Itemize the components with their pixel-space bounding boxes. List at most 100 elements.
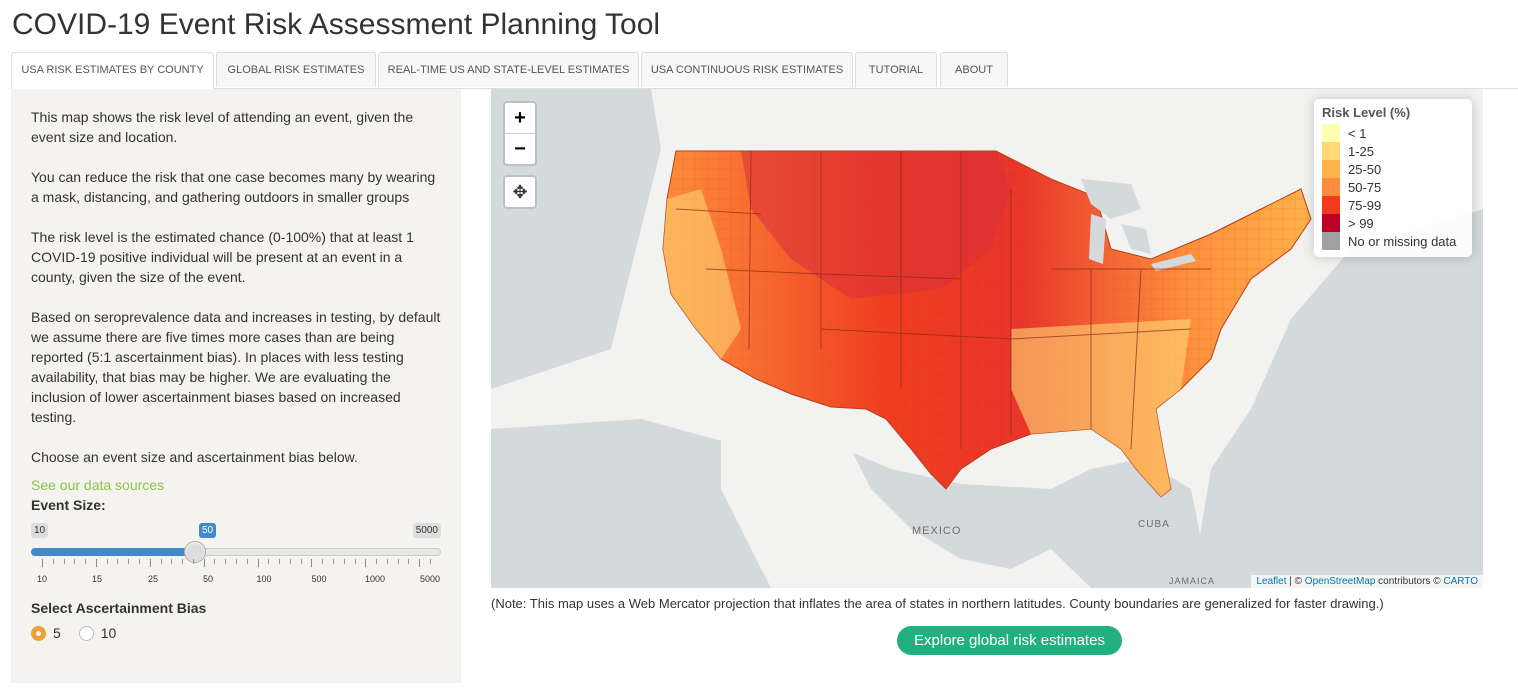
slider-tick bbox=[63, 559, 65, 564]
legend-label: 50-75 bbox=[1348, 179, 1382, 195]
attribution-text: contributors © bbox=[1375, 576, 1444, 587]
legend-swatch bbox=[1322, 160, 1340, 178]
legend-label: < 1 bbox=[1348, 125, 1367, 141]
tab-about[interactable]: ABOUT bbox=[940, 52, 1008, 87]
slider-tick bbox=[128, 559, 130, 564]
slider-tick bbox=[203, 559, 205, 567]
slider-tick bbox=[386, 559, 388, 564]
recenter-button[interactable]: ✥ bbox=[503, 175, 537, 209]
slider-tick bbox=[354, 559, 356, 564]
legend-label: 25-50 bbox=[1348, 161, 1382, 177]
tab-realtime-us-state[interactable]: REAL-TIME US AND STATE-LEVEL ESTIMATES bbox=[378, 52, 639, 87]
atlantic-ocean bbox=[1191, 209, 1483, 588]
slider-tick bbox=[376, 559, 378, 564]
southeast-region bbox=[1011, 319, 1191, 497]
bias-option-10[interactable]: 10 bbox=[78, 623, 117, 643]
slider-tick bbox=[419, 559, 421, 567]
risk-map[interactable]: MEXICO CUBA JAMAICA + − ✥ Risk Level (%)… bbox=[491, 89, 1483, 588]
slider-fill bbox=[31, 548, 195, 556]
cuba-label: CUBA bbox=[1138, 519, 1170, 530]
radio-button[interactable] bbox=[78, 625, 94, 641]
slider-min-label: 10 bbox=[31, 523, 49, 538]
map-canvas bbox=[491, 89, 1483, 588]
slider-tick bbox=[106, 559, 108, 564]
choose-text: Choose an event size and ascertainment b… bbox=[31, 449, 358, 465]
radio-button-selected[interactable] bbox=[31, 625, 46, 641]
tab-global-risk[interactable]: GLOBAL RISK ESTIMATES bbox=[216, 52, 376, 87]
slider-tick bbox=[300, 559, 302, 564]
jamaica-label: JAMAICA bbox=[1169, 576, 1216, 586]
legend-label: > 99 bbox=[1348, 215, 1374, 231]
slider-tick bbox=[95, 559, 97, 567]
ascertainment-text: Based on seroprevalence data and increas… bbox=[31, 309, 441, 425]
tab-usa-risk-by-county[interactable]: USA RISK ESTIMATES BY COUNTY bbox=[11, 52, 214, 89]
zoom-in-button[interactable]: + bbox=[514, 107, 526, 129]
legend-item: 25-50 bbox=[1322, 160, 1464, 178]
event-size-label: Event Size: bbox=[31, 497, 106, 513]
legend-item: 75-99 bbox=[1322, 196, 1464, 214]
slider-tick bbox=[149, 559, 151, 567]
carto-link[interactable]: CARTO bbox=[1443, 576, 1478, 587]
slider-tick bbox=[192, 559, 194, 564]
event-size-slider[interactable]: 10 50 5000 10 15 25 50 100 500 1000 5000 bbox=[31, 523, 441, 584]
slider-tick bbox=[214, 559, 216, 564]
leaflet-link[interactable]: Leaflet bbox=[1256, 576, 1287, 587]
legend-item: 1-25 bbox=[1322, 142, 1464, 160]
slider-tick bbox=[333, 559, 334, 564]
bias-option-label: 10 bbox=[100, 625, 117, 641]
projection-note: (Note: This map uses a Web Mercator proj… bbox=[491, 596, 1384, 611]
lake-erie bbox=[1151, 254, 1196, 271]
tick-label: 5000 bbox=[419, 574, 441, 584]
slider-tick bbox=[322, 559, 324, 564]
slider-tick bbox=[171, 559, 173, 564]
legend-swatch bbox=[1322, 196, 1340, 214]
tick-label: 10 bbox=[36, 574, 48, 584]
data-sources-link[interactable]: See our data sources bbox=[31, 477, 165, 493]
page-title: COVID-19 Event Risk Assessment Planning … bbox=[12, 8, 661, 41]
slider-tick bbox=[397, 559, 399, 564]
slider-tick bbox=[74, 559, 76, 564]
bias-label: Select Ascertainment Bias bbox=[31, 600, 207, 616]
osm-link[interactable]: OpenStreetMap bbox=[1304, 576, 1376, 587]
sidebar-panel: This map shows the risk level of attendi… bbox=[11, 89, 461, 683]
move-arrows-icon: ✥ bbox=[512, 182, 528, 202]
state-boundaries bbox=[675, 150, 1211, 450]
slider-tick bbox=[182, 559, 184, 564]
slider-tick bbox=[365, 559, 367, 567]
tick-label: 25 bbox=[147, 574, 159, 584]
explore-global-button[interactable]: Explore global risk estimates bbox=[897, 626, 1122, 655]
slider-tick bbox=[85, 559, 87, 564]
attribution-text: | © bbox=[1286, 576, 1305, 587]
tab-tutorial[interactable]: TUTORIAL bbox=[855, 52, 937, 87]
slider-tick bbox=[268, 559, 270, 564]
slider-tick bbox=[42, 559, 43, 567]
legend-item: No or missing data bbox=[1322, 232, 1464, 250]
zoom-control: + − bbox=[503, 101, 537, 166]
risk-legend: Risk Level (%) < 1 1-25 25-50 50-75 75-9… bbox=[1314, 99, 1472, 257]
mexico-label: MEXICO bbox=[912, 525, 962, 537]
slider-tick bbox=[52, 559, 54, 564]
legend-label: 75-99 bbox=[1348, 197, 1382, 213]
legend-swatch bbox=[1322, 232, 1340, 250]
map-attribution: Leaflet | © OpenStreetMap contributors ©… bbox=[1251, 575, 1483, 588]
tab-usa-continuous[interactable]: USA CONTINUOUS RISK ESTIMATES bbox=[641, 52, 853, 87]
slider-tick bbox=[279, 559, 281, 564]
slider-tick bbox=[117, 559, 119, 564]
lake-michigan bbox=[1089, 214, 1106, 264]
bias-option-5[interactable]: 5 bbox=[31, 623, 61, 643]
tick-label: 50 bbox=[202, 574, 214, 584]
slider-tick bbox=[257, 559, 259, 567]
west-coast-region bbox=[663, 189, 741, 359]
legend-label: 1-25 bbox=[1348, 143, 1375, 159]
zoom-out-button[interactable]: − bbox=[505, 133, 535, 164]
slider-handle[interactable] bbox=[184, 541, 206, 563]
lake-huron bbox=[1121, 224, 1151, 254]
slider-ticks bbox=[31, 559, 441, 569]
legend-swatch bbox=[1322, 178, 1340, 196]
intro-text: This map shows the risk level of attendi… bbox=[31, 109, 414, 145]
legend-label: No or missing data bbox=[1348, 233, 1457, 249]
tick-label: 15 bbox=[91, 574, 103, 584]
slider-tick bbox=[246, 559, 248, 564]
slider-tick bbox=[311, 559, 313, 567]
legend-item: > 99 bbox=[1322, 214, 1464, 232]
